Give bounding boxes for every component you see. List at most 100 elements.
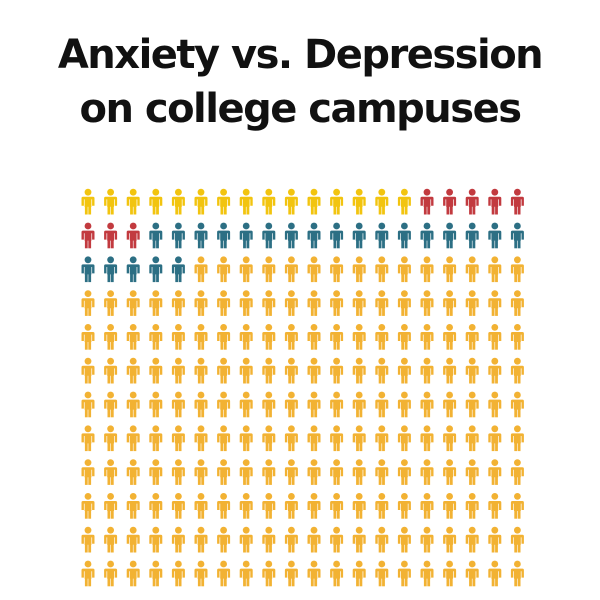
person-icon xyxy=(420,459,434,485)
person-icon xyxy=(81,188,95,215)
person-icon xyxy=(510,526,524,553)
person-icon xyxy=(262,188,276,215)
person-icon xyxy=(149,357,163,384)
person-icon xyxy=(488,391,502,418)
person-icon xyxy=(375,188,389,215)
person-icon xyxy=(307,425,321,452)
person-icon xyxy=(171,526,185,553)
person-icon xyxy=(126,324,140,350)
person-icon xyxy=(239,188,253,215)
person-icon xyxy=(284,256,298,283)
person-icon xyxy=(194,222,208,249)
person-icon xyxy=(284,391,298,418)
person-icon xyxy=(375,324,389,350)
person-icon xyxy=(307,188,321,215)
person-icon xyxy=(307,391,321,418)
person-icon xyxy=(330,391,344,418)
person-icon xyxy=(397,222,411,249)
person-icon xyxy=(465,290,479,316)
person-icon xyxy=(126,493,140,519)
person-icon xyxy=(488,560,502,587)
person-icon xyxy=(375,459,389,485)
person-icon xyxy=(284,425,298,452)
person-icon xyxy=(307,459,321,485)
person-icon xyxy=(330,290,344,316)
chart-title: Anxiety vs. Depression on college campus… xyxy=(0,28,600,136)
person-icon xyxy=(81,459,95,485)
person-icon xyxy=(510,256,524,283)
person-icon xyxy=(330,324,344,350)
person-icon xyxy=(330,188,344,215)
person-icon xyxy=(262,391,276,418)
person-icon xyxy=(307,222,321,249)
person-icon xyxy=(443,256,457,283)
person-icon xyxy=(465,391,479,418)
person-icon xyxy=(443,357,457,384)
person-icon xyxy=(104,526,118,553)
person-icon xyxy=(104,188,118,215)
person-icon xyxy=(104,493,118,519)
person-icon xyxy=(284,290,298,316)
person-icon xyxy=(488,425,502,452)
person-icon xyxy=(284,324,298,350)
person-icon xyxy=(352,526,366,553)
person-icon xyxy=(81,222,95,249)
person-icon xyxy=(443,391,457,418)
person-icon xyxy=(397,459,411,485)
person-icon xyxy=(171,391,185,418)
person-icon xyxy=(420,526,434,553)
person-icon xyxy=(420,357,434,384)
person-icon xyxy=(397,425,411,452)
person-icon xyxy=(149,324,163,350)
person-icon xyxy=(284,357,298,384)
person-icon xyxy=(149,493,163,519)
person-icon xyxy=(443,459,457,485)
person-icon xyxy=(217,290,231,316)
person-icon xyxy=(239,560,253,587)
person-icon xyxy=(465,256,479,283)
person-icon xyxy=(217,459,231,485)
person-icon xyxy=(420,222,434,249)
person-icon xyxy=(488,290,502,316)
chart-title-line-2: on college campuses xyxy=(79,86,522,132)
person-icon xyxy=(217,493,231,519)
person-icon xyxy=(126,256,140,283)
person-icon xyxy=(239,459,253,485)
person-icon xyxy=(149,290,163,316)
person-icon xyxy=(488,256,502,283)
person-icon xyxy=(330,256,344,283)
person-icon xyxy=(488,188,502,215)
person-icon xyxy=(126,222,140,249)
person-icon xyxy=(510,560,524,587)
person-icon xyxy=(239,391,253,418)
person-icon xyxy=(217,391,231,418)
person-icon xyxy=(149,459,163,485)
person-icon xyxy=(443,493,457,519)
person-icon xyxy=(262,526,276,553)
person-icon xyxy=(397,324,411,350)
person-icon xyxy=(126,188,140,215)
person-icon xyxy=(330,459,344,485)
person-icon xyxy=(352,459,366,485)
person-icon xyxy=(352,560,366,587)
person-icon xyxy=(375,222,389,249)
person-icon xyxy=(126,560,140,587)
person-icon xyxy=(262,222,276,249)
person-icon xyxy=(465,493,479,519)
person-icon xyxy=(149,560,163,587)
person-icon xyxy=(375,256,389,283)
person-icon xyxy=(488,357,502,384)
person-icon xyxy=(239,290,253,316)
chart-title-line-1: Anxiety vs. Depression xyxy=(57,32,544,78)
person-icon xyxy=(104,391,118,418)
person-icon xyxy=(465,222,479,249)
person-icon xyxy=(194,526,208,553)
person-icon xyxy=(217,560,231,587)
person-icon xyxy=(397,290,411,316)
person-icon xyxy=(149,222,163,249)
person-icon xyxy=(397,357,411,384)
person-icon xyxy=(284,493,298,519)
person-icon xyxy=(104,357,118,384)
person-icon xyxy=(443,290,457,316)
person-icon xyxy=(81,324,95,350)
